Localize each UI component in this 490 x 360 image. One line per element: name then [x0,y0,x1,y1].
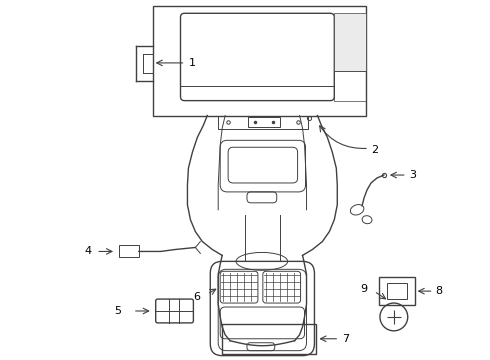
Text: 1: 1 [189,58,196,68]
Text: 6: 6 [194,292,200,302]
Bar [334,71,366,100]
Bar [334,13,366,71]
Bar [387,283,407,299]
Text: 7: 7 [342,334,349,344]
Text: 2: 2 [371,145,378,155]
Text: 3: 3 [409,170,416,180]
Text: 5: 5 [114,306,121,316]
Bar [218,116,308,129]
Text: 9: 9 [360,284,367,294]
Text: 8: 8 [436,286,442,296]
Text: 4: 4 [84,247,91,256]
Bar [248,117,280,127]
Bar [379,277,415,305]
Bar [222,324,317,354]
Bar [153,6,366,116]
Bar [119,246,139,257]
